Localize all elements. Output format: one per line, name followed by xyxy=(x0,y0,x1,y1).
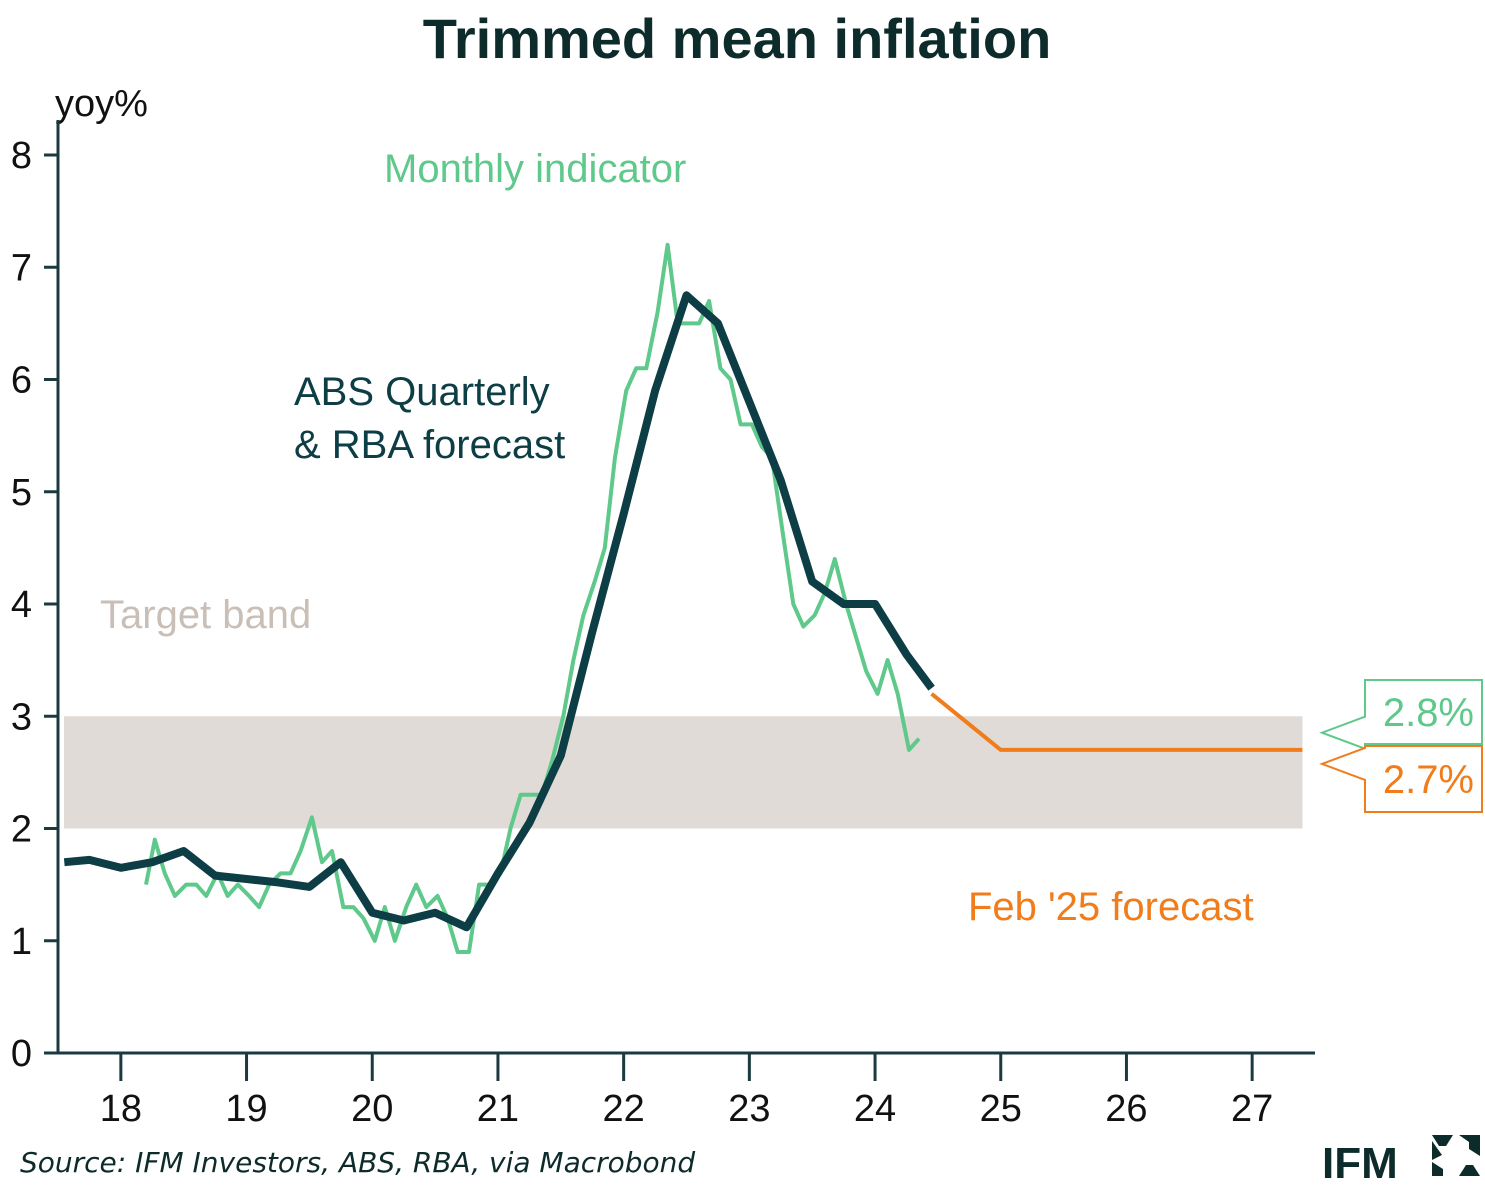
y-tick-label: 3 xyxy=(11,696,32,738)
y-tick-label: 4 xyxy=(11,584,32,626)
series-line-feb-25-forecast xyxy=(930,692,1303,752)
x-tick-label: 26 xyxy=(1105,1088,1147,1130)
x-tick-label: 24 xyxy=(854,1088,896,1130)
series-line-abs-quarterly-rba-forecast xyxy=(63,291,935,932)
source-note: Source: IFM Investors, ABS, RBA, via Mac… xyxy=(20,1146,695,1179)
rba-forecast-annotation: & RBA forecast xyxy=(294,423,565,467)
target-band-layer xyxy=(64,716,1303,829)
x-tick-label: 18 xyxy=(100,1088,142,1130)
end-label-text: 2.8% xyxy=(1383,691,1474,735)
target-band-label: Target band xyxy=(100,593,311,637)
y-tick-label: 7 xyxy=(11,247,32,289)
y-axis-label: yoy% xyxy=(55,83,148,125)
y-tick-label: 6 xyxy=(11,360,32,402)
abs-quarterly-annotation: ABS Quarterly xyxy=(294,370,550,414)
series-layer xyxy=(63,242,1303,954)
feb25-forecast-annotation: Feb '25 forecast xyxy=(968,885,1254,929)
end-labels: 2.8% 2.7% xyxy=(1319,679,1483,813)
ifm-logo-text: IFM xyxy=(1322,1139,1398,1188)
y-tick-label: 1 xyxy=(11,921,32,963)
ifm-logo: IFM xyxy=(1322,1135,1480,1188)
y-tick-label: 5 xyxy=(11,472,32,514)
x-tick-label: 25 xyxy=(980,1088,1022,1130)
y-tick-label: 8 xyxy=(11,135,32,177)
end-label-box xyxy=(1319,745,1483,813)
x-tick-label: 23 xyxy=(728,1088,770,1130)
chart-title: Trimmed mean inflation xyxy=(423,7,1052,70)
y-tick-label: 0 xyxy=(11,1033,32,1075)
x-tick-label: 27 xyxy=(1231,1088,1273,1130)
x-tick-label: 22 xyxy=(603,1088,645,1130)
ifm-logo-icon xyxy=(1432,1135,1480,1176)
x-tick-label: 19 xyxy=(225,1088,267,1130)
x-tick-label: 20 xyxy=(351,1088,393,1130)
y-tick-label: 2 xyxy=(11,809,32,851)
end-label-text: 2.7% xyxy=(1383,758,1474,802)
monthly-indicator-annotation: Monthly indicator xyxy=(384,147,686,191)
x-tick-label: 21 xyxy=(477,1088,519,1130)
target-band xyxy=(64,716,1303,829)
